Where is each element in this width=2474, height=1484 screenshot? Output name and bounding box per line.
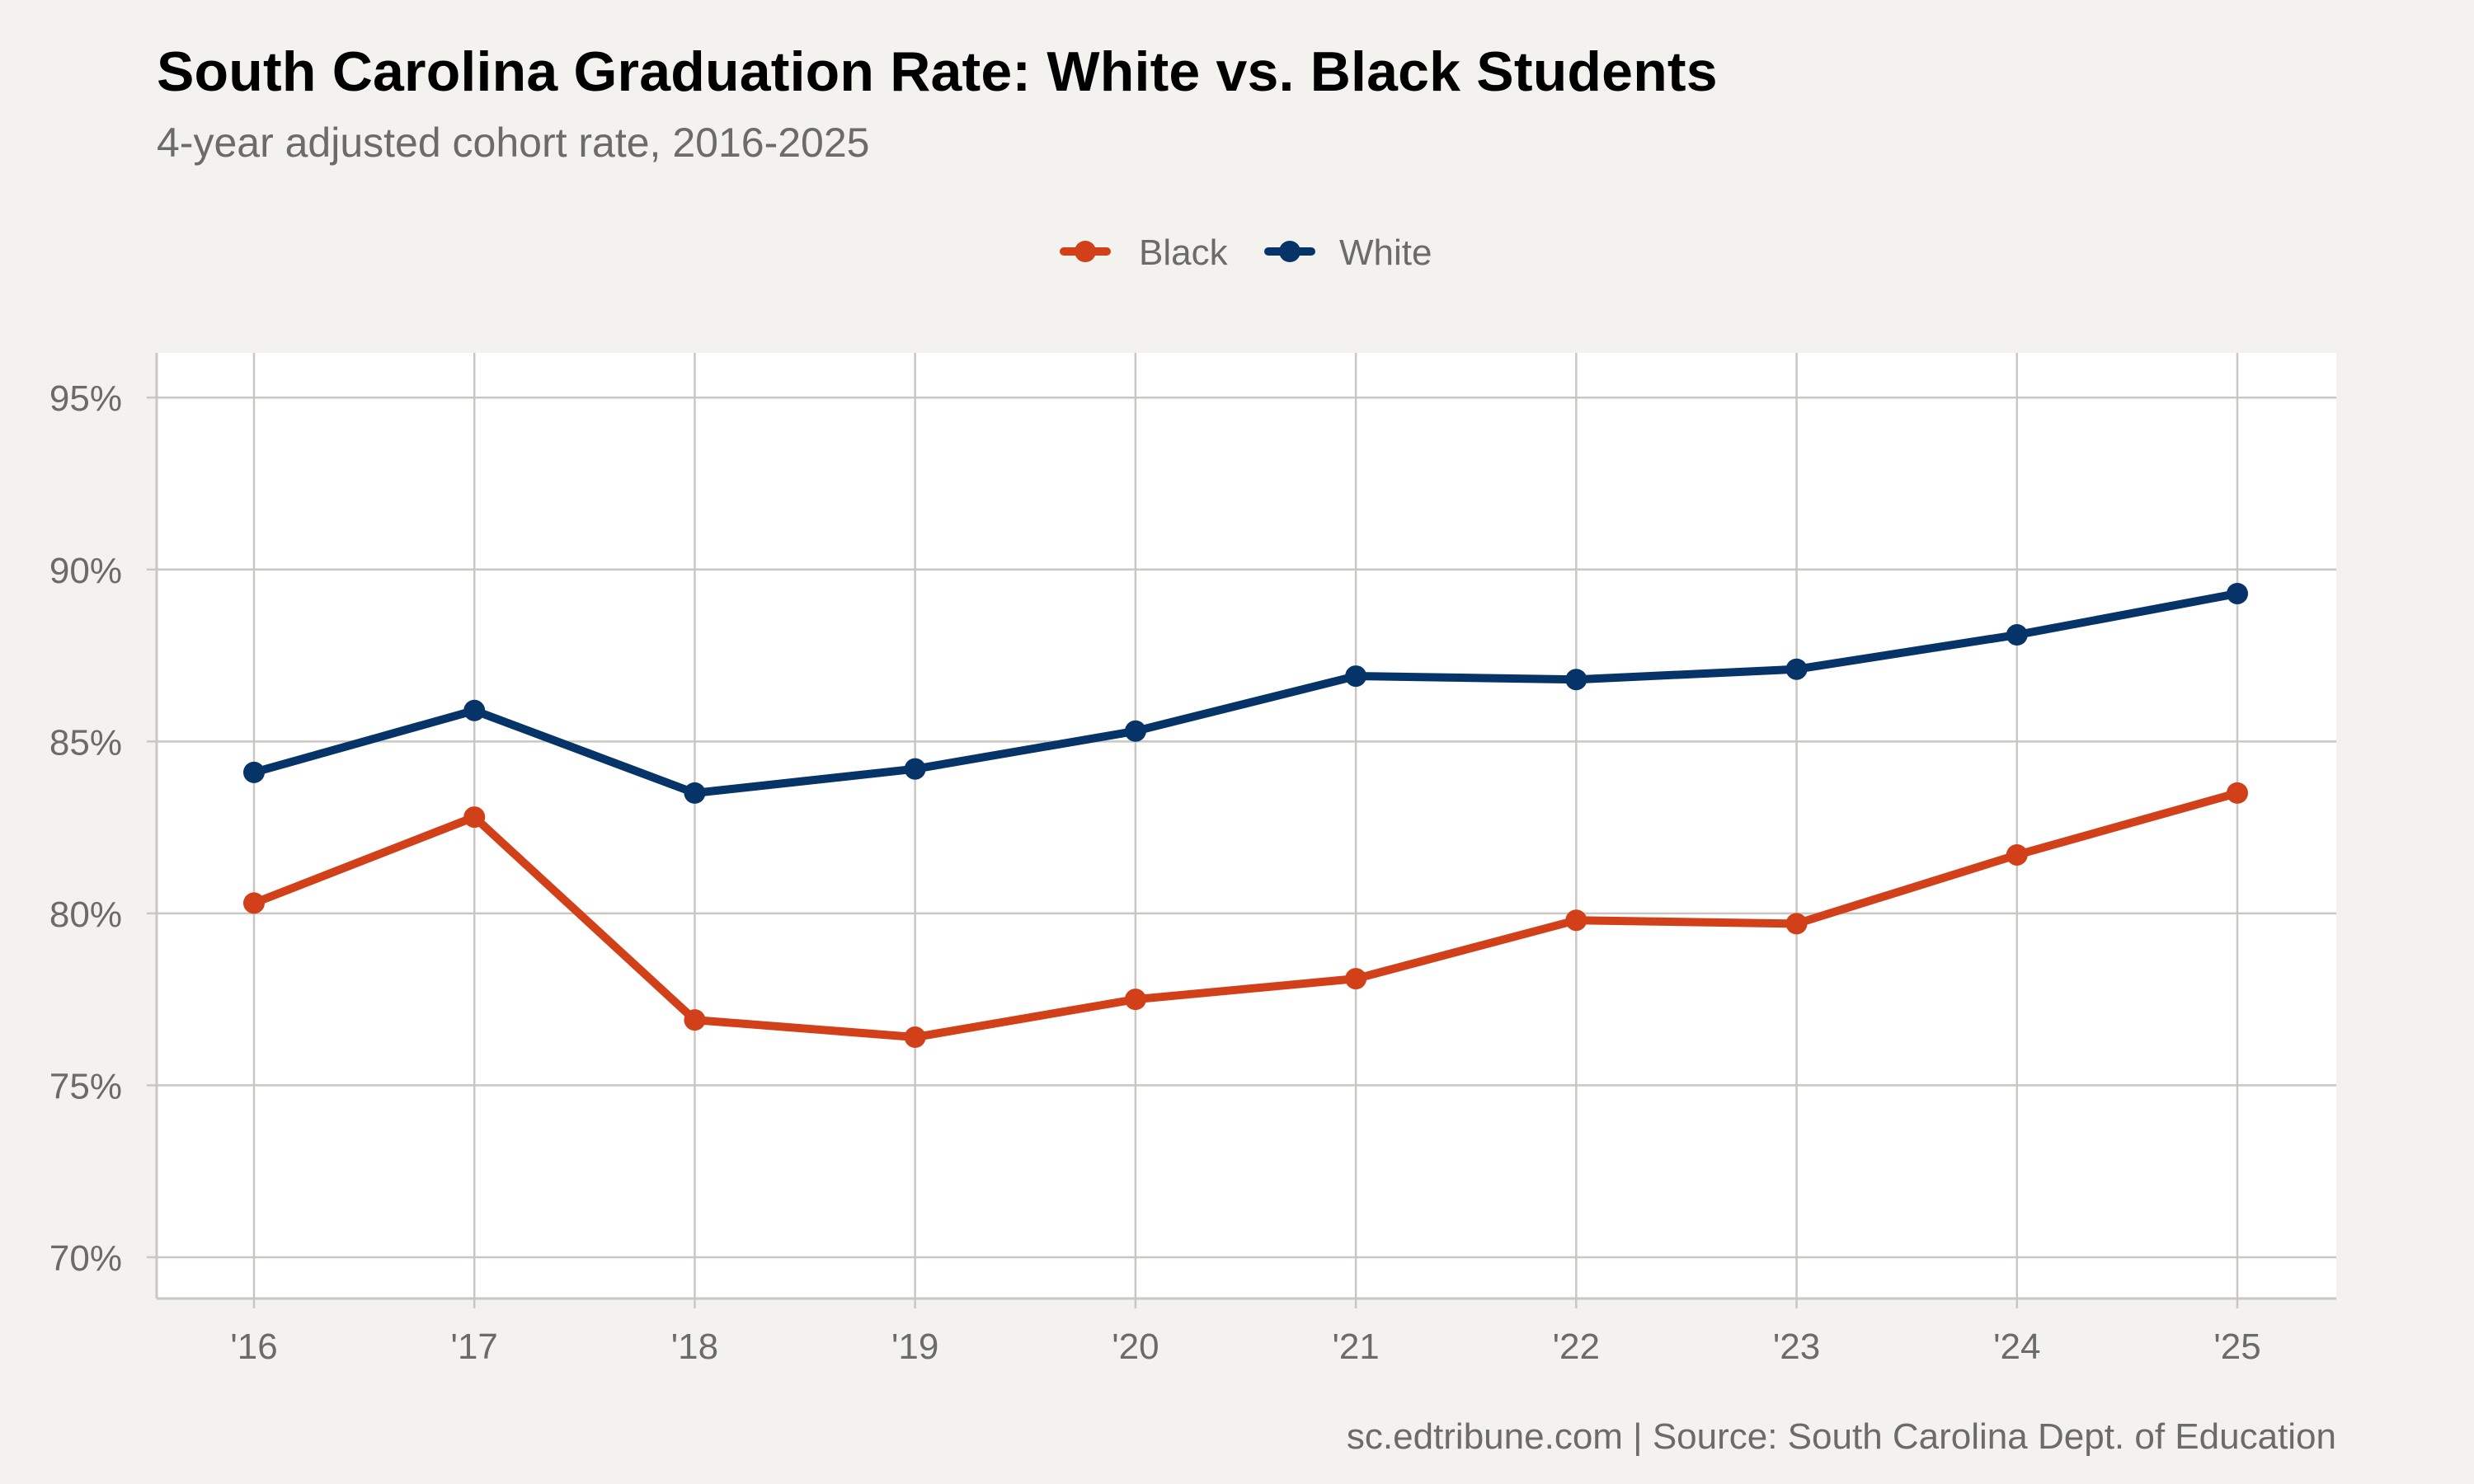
data-point-black — [2006, 843, 2028, 866]
x-tick-label: '22 — [1553, 1327, 1600, 1367]
data-point-white — [1345, 665, 1367, 688]
data-point-black — [1124, 989, 1146, 1011]
y-tick-label: 90% — [49, 551, 122, 591]
legend-key-marker-black — [1075, 241, 1096, 262]
legend-label-white: White — [1339, 232, 1432, 273]
data-point-black — [1565, 909, 1587, 932]
y-tick-label: 80% — [49, 895, 122, 935]
data-point-black — [684, 1009, 706, 1031]
chart-caption: sc.edtribune.com | Source: South Carolin… — [1346, 1416, 2336, 1457]
x-tick-label: '23 — [1773, 1327, 1820, 1367]
data-point-white — [684, 782, 706, 804]
y-tick-label: 75% — [49, 1066, 122, 1106]
y-tick-label: 95% — [49, 378, 122, 419]
data-point-black — [904, 1026, 926, 1049]
x-tick-label: '19 — [891, 1327, 938, 1367]
data-point-white — [904, 758, 926, 780]
data-point-white — [1785, 658, 1808, 680]
data-point-white — [243, 761, 265, 783]
data-point-white — [1565, 669, 1587, 691]
gridlines — [157, 353, 2336, 1298]
data-point-black — [2227, 782, 2248, 804]
x-tick-label: '25 — [2213, 1327, 2260, 1367]
x-tick-label: '20 — [1112, 1327, 1159, 1367]
data-point-black — [1785, 913, 1808, 935]
chart-title: South Carolina Graduation Rate: White vs… — [157, 40, 1718, 103]
series-layer — [243, 582, 2248, 1049]
data-point-black — [243, 892, 265, 914]
data-point-white — [2227, 582, 2248, 604]
x-tick-label: '21 — [1332, 1327, 1379, 1367]
data-point-white — [463, 699, 486, 721]
data-point-black — [463, 806, 486, 829]
y-tick-label: 70% — [49, 1238, 122, 1279]
x-tick-label: '18 — [671, 1327, 718, 1367]
x-tick-label: '16 — [230, 1327, 277, 1367]
data-point-black — [1345, 968, 1367, 990]
series-line-black — [250, 788, 2241, 1042]
data-point-white — [2006, 624, 2028, 646]
axes: 70% 75% 80% 85% 90% 95% '16 '17 '18 '19 '20 '21 '22 '… — [49, 353, 2336, 1367]
legend: Black White — [1060, 232, 1432, 273]
plot-panel — [157, 353, 2336, 1298]
legend-label-black: Black — [1139, 232, 1229, 273]
x-tick-label: '17 — [451, 1327, 498, 1367]
chart-subtitle: 4-year adjusted cohort rate, 2016-2025 — [157, 120, 870, 166]
x-tick-label: '24 — [1993, 1327, 2040, 1367]
legend-key-marker-white — [1279, 241, 1300, 262]
series-line-white — [250, 589, 2241, 797]
data-point-white — [1124, 720, 1146, 742]
y-tick-label: 85% — [49, 722, 122, 763]
